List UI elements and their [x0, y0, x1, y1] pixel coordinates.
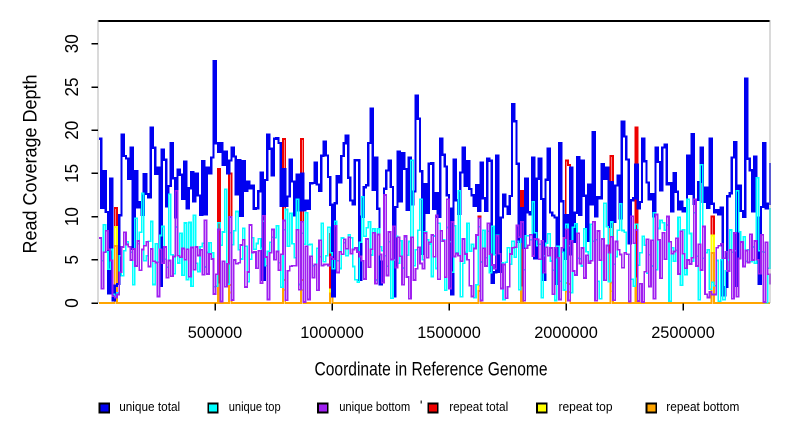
svg-text:1000000: 1000000	[300, 323, 364, 342]
svg-text:unique total: unique total	[119, 399, 180, 414]
svg-text:0: 0	[61, 298, 82, 308]
svg-text:unique top: unique top	[229, 399, 281, 414]
svg-text:1500000: 1500000	[417, 323, 481, 342]
svg-text:Coordinate in Reference Genome: Coordinate in Reference Genome	[315, 360, 548, 381]
svg-text:repeat bottom: repeat bottom	[666, 399, 739, 414]
svg-text:2000000: 2000000	[534, 323, 598, 342]
svg-text:Read Coverage Depth: Read Coverage Depth	[21, 75, 42, 254]
svg-text:unique bottom: unique bottom	[339, 399, 410, 414]
svg-text:repeat top: repeat top	[559, 399, 613, 414]
svg-text:2500000: 2500000	[651, 323, 715, 342]
svg-text:repeat total: repeat total	[449, 399, 508, 414]
svg-text:20: 20	[61, 121, 82, 140]
svg-text:5: 5	[61, 255, 82, 265]
svg-text:30: 30	[61, 34, 82, 53]
svg-text:500000: 500000	[188, 323, 243, 342]
svg-text:15: 15	[61, 164, 82, 183]
svg-text:10: 10	[61, 207, 82, 226]
svg-text:25: 25	[61, 78, 82, 97]
